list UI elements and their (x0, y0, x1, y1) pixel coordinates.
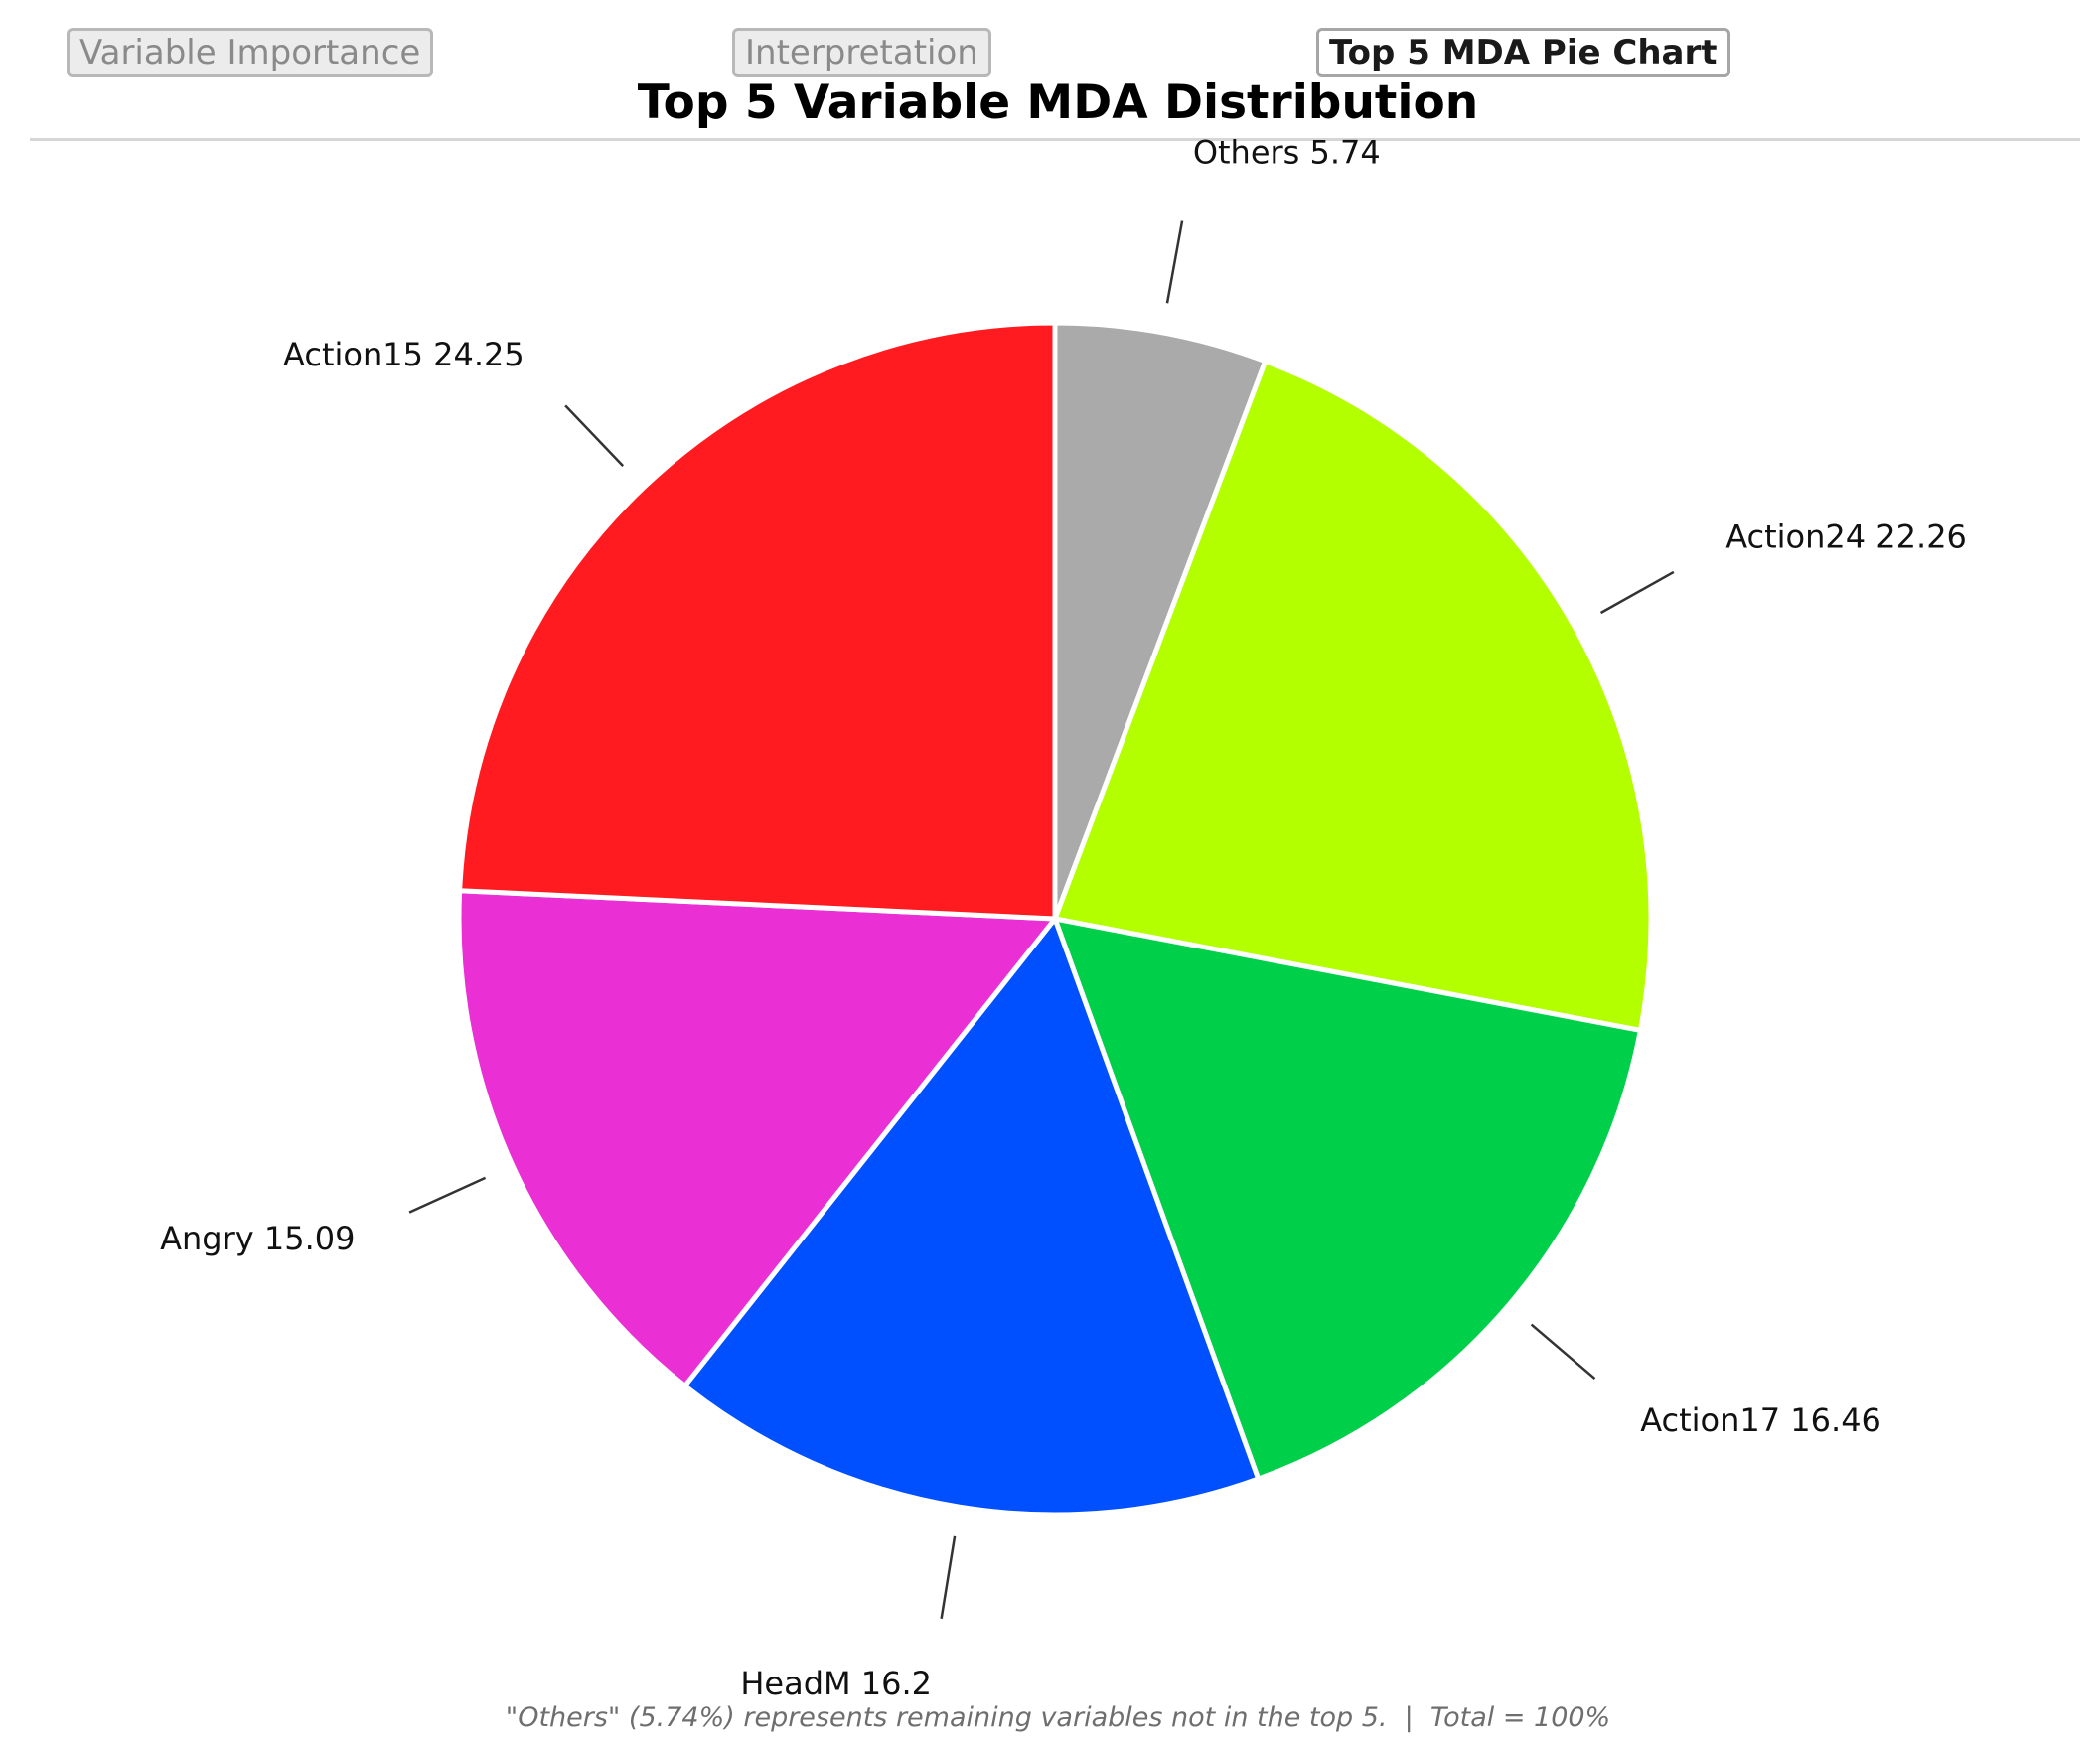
leader-line-action17 (1530, 1323, 1596, 1380)
pie-slice-action17 (1052, 916, 1643, 1482)
leader-line-action15 (564, 404, 625, 468)
tab-variable-importance[interactable]: Variable Importance (67, 28, 434, 77)
pie-label-action15: Action15 24.25 (283, 336, 525, 373)
leader-line-headm (940, 1535, 957, 1619)
leader-line-angry (408, 1176, 487, 1214)
tab-top5-mda-pie-chart[interactable]: Top 5 MDA Pie Chart (1316, 28, 1730, 77)
chart-title: Top 5 Variable MDA Distribution (637, 75, 1479, 130)
leader-line-others (1165, 220, 1184, 304)
title-divider (30, 138, 2080, 141)
pie-slice-action15 (457, 320, 1058, 922)
pie-slice-others (1052, 320, 1269, 922)
pie-label-action24: Action24 22.26 (1725, 518, 1967, 556)
pie-label-headm: HeadM 16.2 (740, 1665, 932, 1702)
leader-line-action24 (1599, 570, 1675, 615)
tab-interpretation[interactable]: Interpretation (732, 28, 991, 77)
pie-slice-action24 (1052, 359, 1654, 1033)
pie-label-action17: Action17 16.46 (1640, 1401, 1881, 1439)
pie-slices (456, 320, 1654, 1518)
pie-label-angry: Angry 15.09 (160, 1220, 355, 1257)
pie-labels: Others 5.74 Action24 22.26 Action17 16.46 H… (160, 134, 1967, 1702)
pie-slice-headm (682, 916, 1262, 1518)
pie-slice-angry (456, 888, 1058, 1388)
footnote: "Others" (5.74%) represents remaining va… (505, 1702, 1611, 1733)
pie-leader-lines (408, 220, 1675, 1619)
pie-label-others: Others 5.74 (1193, 134, 1381, 172)
